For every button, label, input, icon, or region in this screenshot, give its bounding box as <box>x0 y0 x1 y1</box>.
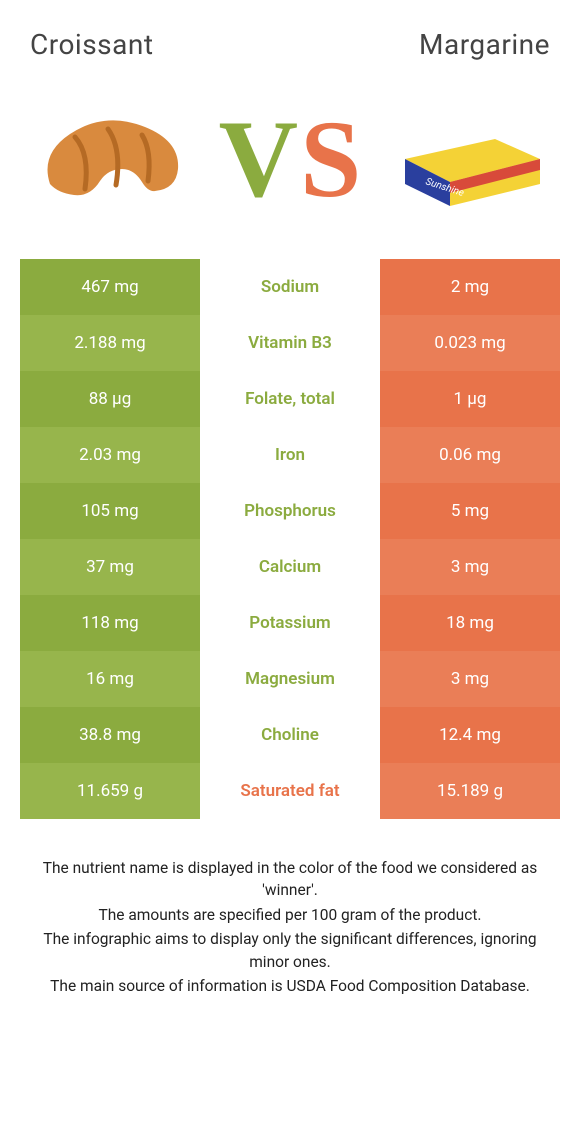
title-right: Margarine <box>419 28 550 61</box>
margarine-icon: Sunshine <box>385 104 555 214</box>
left-value: 16 mg <box>20 651 200 707</box>
left-value: 38.8 mg <box>20 707 200 763</box>
vs-v: V <box>219 104 298 214</box>
nutrient-label: Saturated fat <box>200 763 380 819</box>
footnote-line: The nutrient name is displayed in the co… <box>30 857 550 902</box>
footnote-line: The infographic aims to display only the… <box>30 928 550 973</box>
table-row: 37 mgCalcium3 mg <box>20 539 560 595</box>
nutrient-table: 467 mgSodium2 mg2.188 mgVitamin B30.023 … <box>20 259 560 819</box>
left-value: 2.188 mg <box>20 315 200 371</box>
nutrient-label: Sodium <box>200 259 380 315</box>
right-value: 3 mg <box>380 539 560 595</box>
croissant-icon <box>30 99 190 219</box>
nutrient-label: Calcium <box>200 539 380 595</box>
nutrient-label: Phosphorus <box>200 483 380 539</box>
left-value: 2.03 mg <box>20 427 200 483</box>
right-value: 0.023 mg <box>380 315 560 371</box>
left-value: 37 mg <box>20 539 200 595</box>
footnotes: The nutrient name is displayed in the co… <box>0 819 580 998</box>
right-value: 18 mg <box>380 595 560 651</box>
title-left: Croissant <box>30 28 153 61</box>
table-row: 11.659 gSaturated fat15.189 g <box>20 763 560 819</box>
footnote-line: The main source of information is USDA F… <box>30 975 550 997</box>
hero: V S Sunshine <box>0 79 580 259</box>
left-value: 105 mg <box>20 483 200 539</box>
right-value: 3 mg <box>380 651 560 707</box>
footnote-line: The amounts are specified per 100 gram o… <box>30 904 550 926</box>
table-row: 105 mgPhosphorus5 mg <box>20 483 560 539</box>
nutrient-label: Potassium <box>200 595 380 651</box>
header: Croissant Margarine <box>0 0 580 79</box>
nutrient-label: Vitamin B3 <box>200 315 380 371</box>
right-value: 2 mg <box>380 259 560 315</box>
right-value: 1 µg <box>380 371 560 427</box>
table-row: 467 mgSodium2 mg <box>20 259 560 315</box>
table-row: 2.188 mgVitamin B30.023 mg <box>20 315 560 371</box>
table-row: 2.03 mgIron0.06 mg <box>20 427 560 483</box>
table-row: 118 mgPotassium18 mg <box>20 595 560 651</box>
nutrient-label: Iron <box>200 427 380 483</box>
table-row: 16 mgMagnesium3 mg <box>20 651 560 707</box>
nutrient-label: Folate, total <box>200 371 380 427</box>
nutrient-label: Magnesium <box>200 651 380 707</box>
left-value: 467 mg <box>20 259 200 315</box>
right-value: 5 mg <box>380 483 560 539</box>
left-value: 88 µg <box>20 371 200 427</box>
table-row: 88 µgFolate, total1 µg <box>20 371 560 427</box>
left-value: 11.659 g <box>20 763 200 819</box>
right-value: 0.06 mg <box>380 427 560 483</box>
right-value: 15.189 g <box>380 763 560 819</box>
table-row: 38.8 mgCholine12.4 mg <box>20 707 560 763</box>
left-value: 118 mg <box>20 595 200 651</box>
nutrient-label: Choline <box>200 707 380 763</box>
vs-label: V S <box>219 104 362 214</box>
right-value: 12.4 mg <box>380 707 560 763</box>
croissant-image <box>20 89 200 229</box>
margarine-image: Sunshine <box>380 89 560 229</box>
vs-s: S <box>300 104 361 214</box>
